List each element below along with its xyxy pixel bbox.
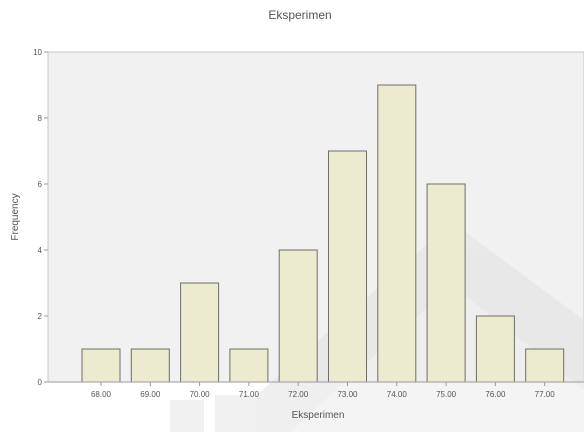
x-axis-label: Eksperimen <box>292 410 345 421</box>
x-tick-label: 71.00 <box>239 390 260 399</box>
x-tick-label: 69.00 <box>140 390 161 399</box>
x-tick-label: 77.00 <box>535 390 556 399</box>
y-tick-label: 8 <box>38 114 43 123</box>
y-tick-label: 2 <box>38 312 43 321</box>
bar-76.00 <box>475 315 515 383</box>
x-tick-label: 75.00 <box>436 390 457 399</box>
y-tick-label: 10 <box>33 48 42 57</box>
x-tick-label: 68.00 <box>91 390 112 399</box>
bar-72.00 <box>278 249 318 383</box>
bar-70.00 <box>180 282 220 383</box>
y-tick-label: 4 <box>38 246 43 255</box>
y-tick-label: 6 <box>38 180 43 189</box>
bar-77.00 <box>525 348 565 383</box>
x-tick-label: 70.00 <box>190 390 211 399</box>
y-axis-label: Frequency <box>10 193 21 240</box>
bar-68.00 <box>81 348 121 383</box>
bar-75.00 <box>426 183 466 383</box>
x-tick-label: 76.00 <box>485 390 506 399</box>
y-tick-label: 0 <box>38 378 43 387</box>
bar-71.00 <box>229 348 269 383</box>
x-tick-label: 72.00 <box>288 390 309 399</box>
bar-69.00 <box>130 348 170 383</box>
x-tick-label: 74.00 <box>387 390 408 399</box>
bar-73.00 <box>328 150 367 383</box>
chart-title: Eksperimen <box>268 8 331 22</box>
x-tick-label: 73.00 <box>337 390 358 399</box>
bar-74.00 <box>377 84 417 383</box>
